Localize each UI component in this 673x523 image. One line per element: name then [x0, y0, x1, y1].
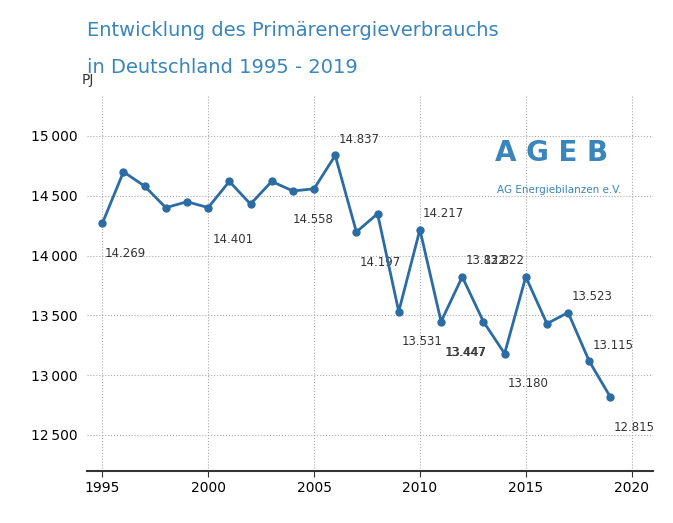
Text: 14.837: 14.837 [339, 133, 380, 146]
Text: A G E B: A G E B [495, 139, 608, 167]
Text: 13.180: 13.180 [507, 378, 548, 391]
Text: 13.447: 13.447 [446, 346, 487, 359]
Text: 14.197: 14.197 [359, 256, 401, 269]
Text: 12.815: 12.815 [614, 421, 655, 434]
Text: 14.401: 14.401 [213, 233, 254, 246]
Text: PJ: PJ [82, 73, 94, 87]
Text: in Deutschland 1995 - 2019: in Deutschland 1995 - 2019 [87, 58, 358, 76]
Text: 14.558: 14.558 [293, 213, 334, 226]
Text: 13.822: 13.822 [466, 254, 506, 267]
Text: 13.523: 13.523 [571, 290, 612, 303]
Text: 14.217: 14.217 [423, 207, 464, 220]
Text: 14.269: 14.269 [104, 247, 145, 260]
Text: Entwicklung des Primärenergieverbrauchs: Entwicklung des Primärenergieverbrauchs [87, 21, 499, 40]
Text: 13.822: 13.822 [483, 254, 524, 267]
Text: 13.531: 13.531 [402, 335, 443, 348]
Text: 13.447: 13.447 [444, 346, 485, 359]
Text: 13.115: 13.115 [592, 339, 633, 352]
Text: AG Energiebilanzen e.V.: AG Energiebilanzen e.V. [497, 185, 622, 195]
